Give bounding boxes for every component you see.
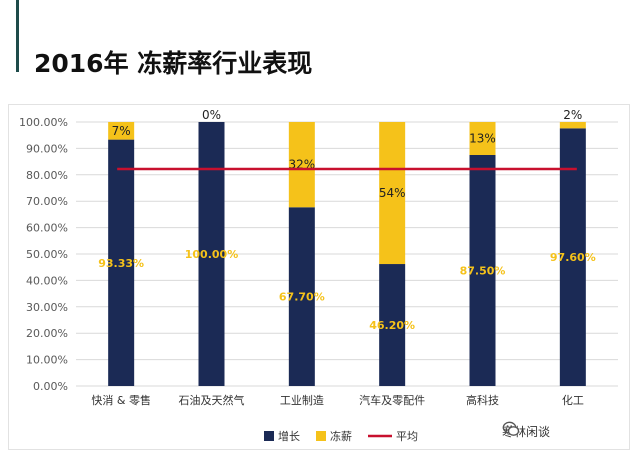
y-tick-label: 80.00% <box>26 169 68 182</box>
y-tick-label: 90.00% <box>26 142 68 155</box>
bar-frozen <box>379 122 406 265</box>
x-tick-label: 石油及天然气 <box>179 393 245 407</box>
x-tick-label: 汽车及零配件 <box>359 393 425 407</box>
bar-growth <box>288 207 315 386</box>
y-tick-label: 30.00% <box>26 301 68 314</box>
page-title: 2016年 冻薪率行业表现 <box>34 49 313 78</box>
bar-frozen <box>288 122 315 208</box>
x-tick-label: 快消 & 零售 <box>91 393 151 407</box>
bar-frozen <box>559 122 586 129</box>
y-tick-label: 100.00% <box>19 116 68 129</box>
legend-label-average: 平均 <box>396 430 418 443</box>
y-tick-label: 50.00% <box>26 248 68 261</box>
y-tick-label: 0.00% <box>33 380 68 393</box>
bar-growth <box>108 139 135 386</box>
bar-frozen <box>108 122 135 140</box>
legend-swatch-frozen <box>316 431 326 441</box>
data-label-growth: 67.70% <box>279 291 325 304</box>
legend-label-growth: 增长 <box>278 429 300 443</box>
y-tick-label: 10.00% <box>26 354 68 367</box>
y-tick-label: 20.00% <box>26 327 68 340</box>
data-label-growth: 93.33% <box>98 257 144 270</box>
y-tick-label: 70.00% <box>26 195 68 208</box>
chart-frame <box>8 104 630 450</box>
bar-growth <box>379 264 406 386</box>
legend-label-frozen: 冻薪 <box>330 429 352 443</box>
data-label-frozen: 54% <box>379 186 406 200</box>
data-label-growth: 87.50% <box>460 265 506 278</box>
data-label-frozen: 0% <box>202 108 221 122</box>
bar-growth <box>198 122 225 386</box>
bar-frozen <box>469 122 496 155</box>
wechat-icon <box>502 421 520 436</box>
x-tick-label: 工业制造 <box>280 393 324 407</box>
watermark: 寒林闲谈 <box>502 420 550 442</box>
bar-growth <box>559 128 586 386</box>
data-label-frozen: 7% <box>112 124 131 138</box>
data-label-growth: 100.00% <box>185 248 238 261</box>
legend-swatch-growth <box>264 431 274 441</box>
y-tick-label: 60.00% <box>26 222 68 235</box>
x-tick-label: 化工 <box>562 393 584 407</box>
data-label-frozen: 2% <box>563 108 582 122</box>
y-tick-label: 40.00% <box>26 274 68 287</box>
x-tick-label: 高科技 <box>466 393 499 407</box>
data-label-frozen: 13% <box>469 132 496 146</box>
data-label-growth: 46.20% <box>369 319 415 332</box>
data-label-growth: 97.60% <box>550 251 596 264</box>
bar-growth <box>469 155 496 386</box>
title-accent-bar <box>16 0 19 72</box>
